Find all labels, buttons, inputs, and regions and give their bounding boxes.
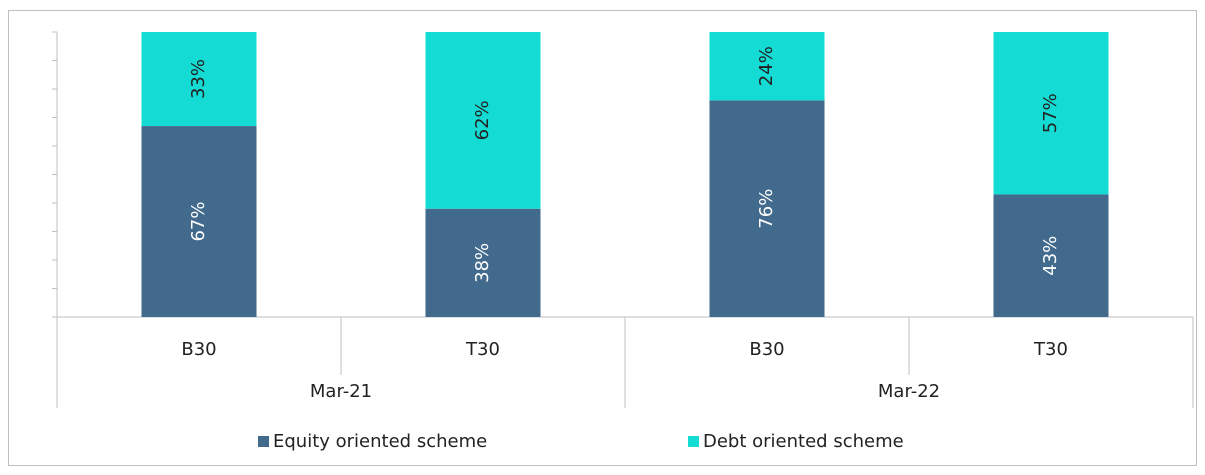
group-label: Mar-22 [878, 381, 940, 402]
bar-segment [425, 208, 541, 317]
x-tick-label: B30 [749, 339, 784, 360]
data-label: 24% [756, 46, 777, 86]
bar-segment [141, 126, 257, 317]
x-tick-label: T30 [465, 339, 500, 360]
x-tick-label: T30 [1033, 339, 1068, 360]
bar-segment [709, 100, 825, 318]
data-label: 76% [756, 189, 777, 229]
legend-swatch [258, 436, 269, 447]
legend-label: Equity oriented scheme [273, 431, 487, 452]
bar-segment [993, 194, 1109, 317]
bar-segment [993, 32, 1109, 195]
data-label: 67% [188, 202, 209, 242]
legend-swatch [688, 436, 699, 447]
data-label: 62% [472, 100, 493, 140]
group-label: Mar-21 [310, 381, 372, 402]
data-label: 33% [188, 59, 209, 99]
bar-segment [141, 32, 257, 127]
data-label: 57% [1040, 93, 1061, 133]
data-label: 43% [1040, 236, 1061, 276]
legend-label: Debt oriented scheme [703, 431, 904, 452]
data-label: 38% [472, 243, 493, 283]
bar-segment [425, 32, 541, 209]
x-tick-label: B30 [181, 339, 216, 360]
bar-segment [709, 32, 825, 101]
